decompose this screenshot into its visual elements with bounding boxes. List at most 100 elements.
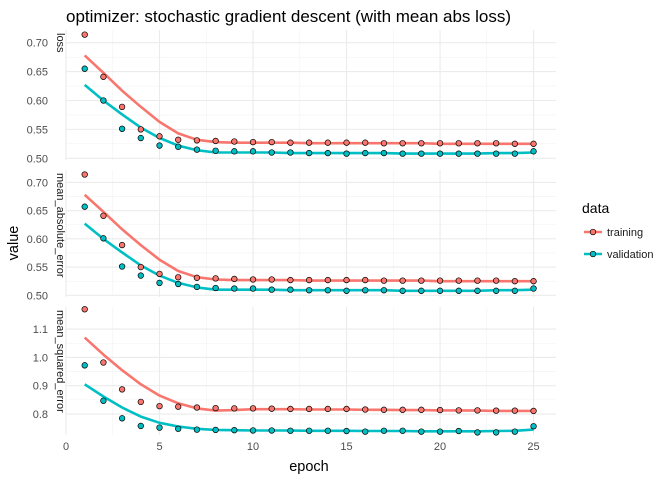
data-point-training	[81, 306, 88, 313]
data-point-validation	[362, 428, 369, 435]
data-point-training	[305, 405, 313, 413]
legend: data training validation	[582, 200, 653, 261]
data-point-training	[343, 405, 350, 413]
data-point-training	[212, 137, 219, 145]
data-point-training	[175, 136, 182, 143]
data-point-validation	[399, 150, 406, 157]
y-tick-label: 0.65	[27, 67, 48, 79]
data-point-validation	[305, 427, 313, 434]
data-point-validation	[175, 425, 182, 432]
y-tick-label: 0.50	[27, 153, 48, 165]
data-point-validation	[343, 150, 350, 157]
data-point-validation	[418, 287, 425, 294]
data-point-validation	[231, 285, 238, 292]
data-point-training	[511, 278, 519, 285]
data-point-validation	[511, 287, 519, 294]
data-point-training	[212, 275, 219, 282]
data-point-validation	[511, 428, 519, 435]
data-point-validation	[474, 150, 481, 157]
data-point-validation	[212, 284, 219, 292]
data-point-training	[175, 403, 182, 410]
data-point-validation	[343, 287, 350, 294]
data-point-validation	[100, 397, 107, 404]
facet-strip-label: mean_squared_error	[54, 310, 66, 413]
data-point-validation	[455, 287, 462, 294]
data-point-validation	[118, 415, 126, 422]
data-point-validation	[380, 149, 388, 157]
data-point-training	[81, 31, 88, 38]
data-point-validation	[231, 148, 238, 155]
y-tick-label: 0.70	[27, 177, 48, 189]
facet-panel-loss: 0.50 0.55 0.60 0.65 0.70 loss	[27, 30, 556, 165]
data-point-validation	[193, 426, 201, 433]
data-point-validation	[81, 362, 88, 369]
data-point-training	[493, 277, 500, 284]
facet-strip-label: mean_absolute_error	[54, 173, 66, 278]
y-tick-label: 0.50	[27, 290, 48, 302]
x-tick-label: 15	[340, 441, 352, 453]
data-point-validation	[249, 285, 257, 292]
data-point-training	[193, 274, 201, 281]
data-point-validation	[156, 424, 163, 431]
data-point-training	[343, 139, 350, 146]
y-tick-label: 0.55	[27, 262, 48, 274]
data-point-training	[231, 138, 238, 145]
data-point-training	[511, 140, 519, 147]
data-point-validation	[436, 287, 444, 294]
data-point-training	[100, 359, 107, 366]
data-point-validation	[268, 149, 275, 156]
data-point-validation	[193, 146, 201, 153]
data-point-training	[436, 406, 444, 414]
facet-panel-mean-squared-error: 0.8 0.9 1.0 1.1 mean_squared_error	[33, 306, 556, 436]
y-tick-label: 1.1	[33, 324, 48, 336]
data-point-training	[137, 398, 144, 406]
data-point-validation	[455, 427, 462, 435]
data-point-training	[249, 138, 257, 146]
x-axis: 0 5 10 15 20 25	[63, 441, 540, 453]
data-point-training	[530, 140, 537, 147]
legend-label: validation	[607, 249, 653, 261]
data-point-validation	[193, 283, 201, 290]
data-point-validation	[81, 65, 88, 72]
data-point-training	[156, 402, 163, 410]
data-point-validation	[305, 149, 313, 157]
data-point-validation	[455, 150, 462, 157]
data-point-validation	[287, 286, 294, 293]
data-point-validation	[249, 427, 257, 434]
data-point-training	[287, 276, 294, 284]
data-point-training	[474, 407, 481, 414]
data-point-validation	[175, 143, 182, 150]
data-point-training	[343, 276, 350, 284]
data-point-validation	[100, 235, 107, 242]
y-tick-label: 0.55	[27, 124, 48, 136]
x-tick-label: 25	[527, 441, 539, 453]
data-point-validation	[399, 287, 406, 294]
data-point-training	[493, 140, 500, 147]
data-point-validation	[380, 287, 388, 294]
legend-title: data	[582, 200, 609, 216]
data-point-validation	[493, 150, 500, 157]
data-point-training	[231, 405, 238, 412]
data-point-training	[455, 277, 462, 284]
legend-entry-validation: validation	[584, 249, 653, 261]
data-point-validation	[81, 203, 88, 210]
data-point-validation	[287, 427, 294, 434]
y-tick-label: 0.60	[27, 95, 48, 107]
data-point-training	[380, 406, 388, 413]
x-tick-label: 5	[156, 441, 162, 453]
data-point-validation	[511, 150, 519, 157]
data-point-training	[418, 277, 425, 284]
data-point-training	[324, 139, 331, 146]
data-point-training	[436, 140, 444, 147]
data-point-validation	[137, 272, 144, 279]
y-tick-label: 0.70	[27, 38, 48, 50]
data-point-validation	[474, 287, 481, 294]
data-point-validation	[343, 427, 350, 435]
data-point-training	[118, 386, 126, 393]
data-point-training	[324, 276, 331, 284]
data-point-validation	[212, 426, 219, 434]
data-point-training	[231, 275, 238, 283]
y-tick-label: 0.60	[27, 234, 48, 246]
data-point-validation	[249, 148, 257, 155]
data-point-validation	[305, 287, 313, 294]
